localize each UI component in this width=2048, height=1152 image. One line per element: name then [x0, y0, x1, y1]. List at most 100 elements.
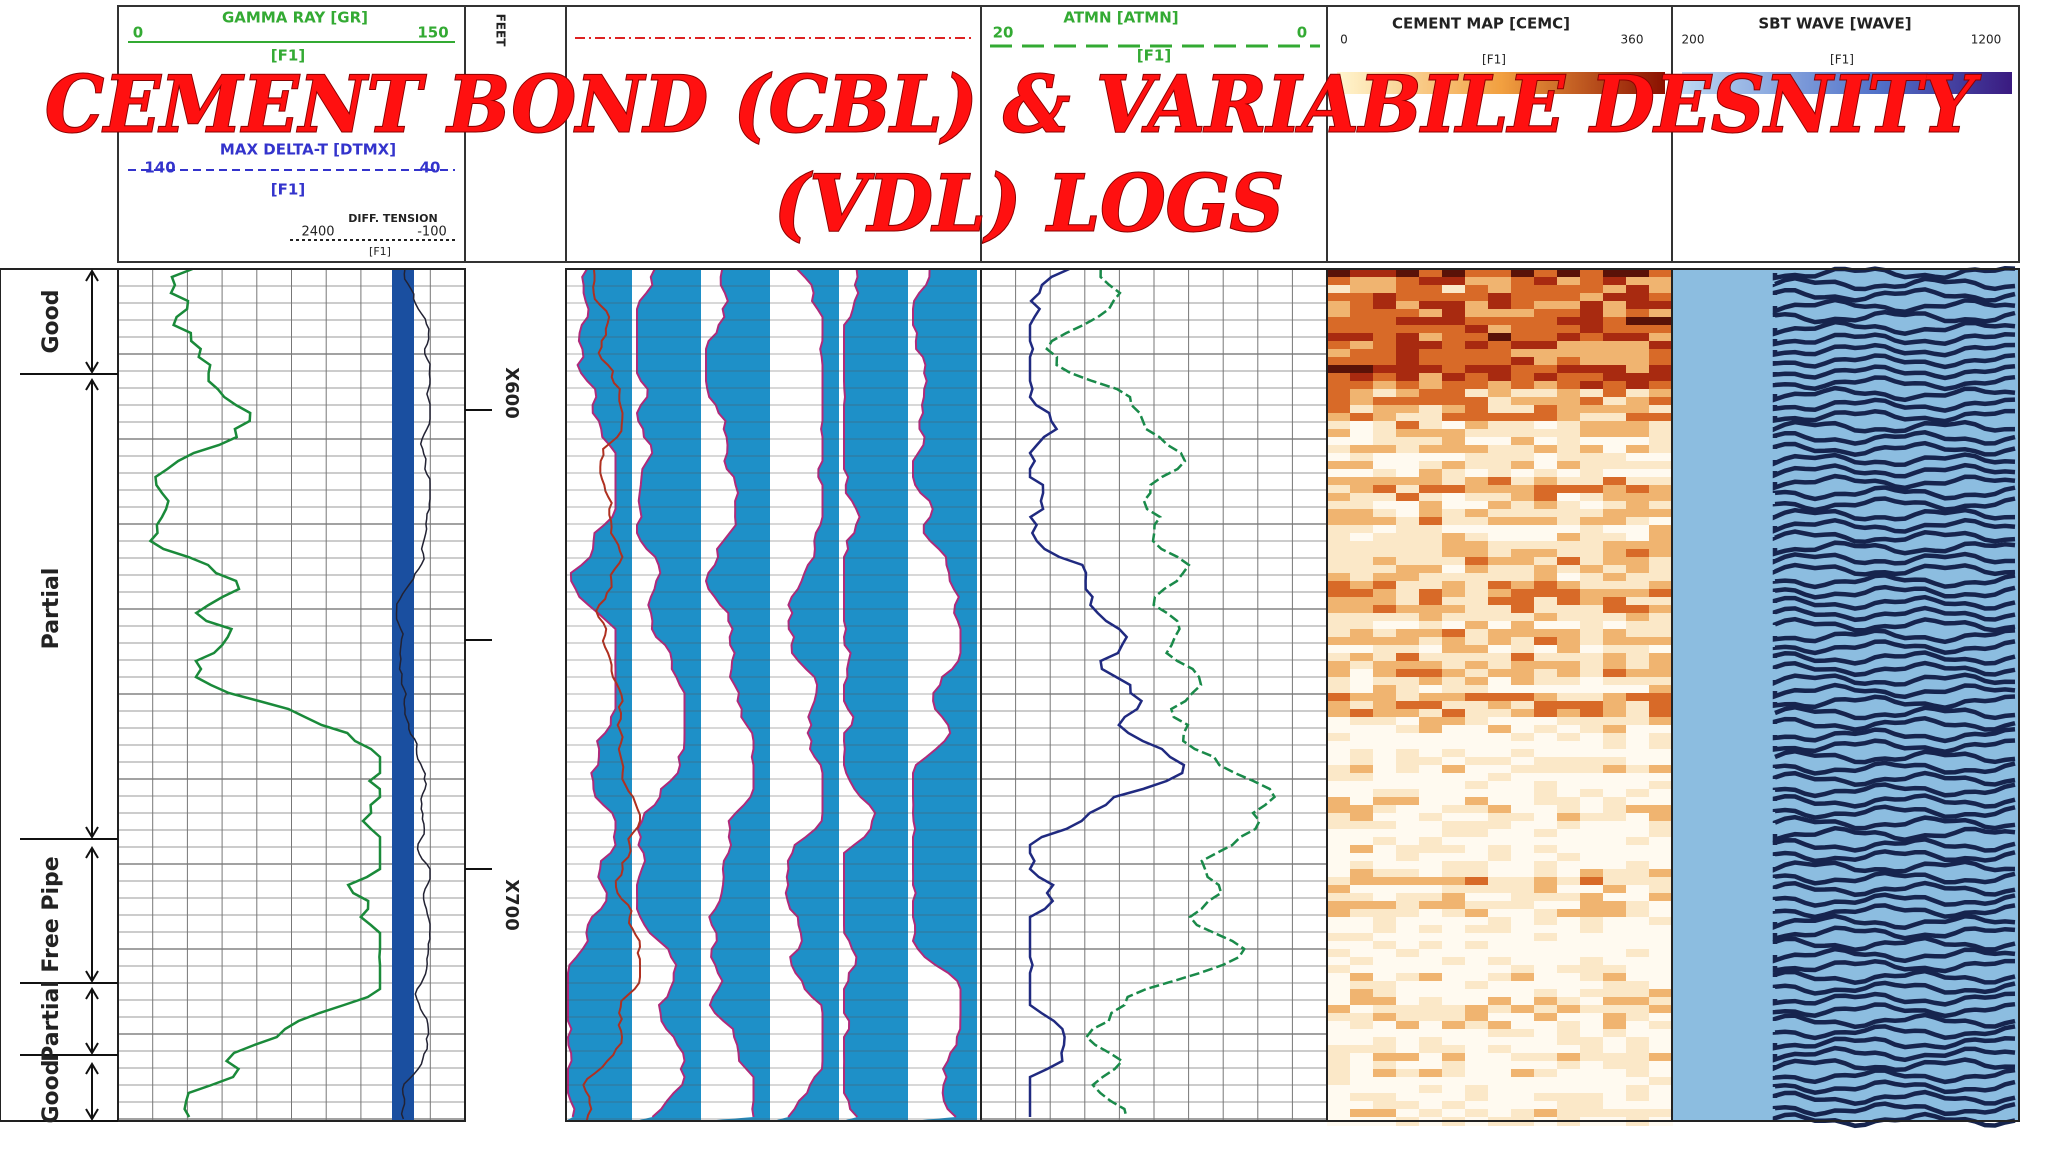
cement-cell [1396, 773, 1420, 782]
cement-cell [1442, 877, 1466, 886]
cement-cell [1557, 981, 1581, 990]
cement-cell [1327, 421, 1351, 430]
wave-stripe [1772, 342, 2016, 358]
cement-cell [1626, 453, 1650, 462]
wave-stripe [1772, 980, 2016, 996]
cement-cell [1488, 445, 1512, 454]
cement-cell [1327, 629, 1351, 638]
cement-cell [1465, 429, 1489, 438]
cement-cell [1488, 557, 1512, 566]
cement-cell [1534, 317, 1558, 326]
cement-cell [1373, 917, 1397, 926]
cement-cell [1442, 1005, 1466, 1014]
cement-cell [1419, 749, 1443, 758]
cement-cell [1511, 517, 1535, 526]
cement-cell [1419, 1069, 1443, 1078]
cement-cell [1465, 973, 1489, 982]
cement-cell [1327, 957, 1351, 966]
cement-cell [1350, 517, 1374, 526]
cement-cell [1419, 517, 1443, 526]
cement-cell [1580, 413, 1604, 422]
cement-cell [1350, 893, 1374, 902]
title-line-2: (VDL) LOGS [774, 159, 1284, 250]
cement-cell [1557, 837, 1581, 846]
wave-stripe [1772, 440, 2016, 457]
cement-cell [1580, 629, 1604, 638]
cement-cell [1534, 1037, 1558, 1046]
cement-cell [1557, 853, 1581, 862]
cement-cell [1396, 1077, 1420, 1086]
cement-cell [1488, 293, 1512, 302]
cement-cell [1373, 445, 1397, 454]
cement-cell [1511, 853, 1535, 862]
cement-cell [1649, 765, 1673, 774]
cement-cell [1350, 413, 1374, 422]
cement-cell [1649, 813, 1673, 822]
cement-cell [1557, 901, 1581, 910]
cement-cell [1626, 781, 1650, 790]
cement-cell [1534, 901, 1558, 910]
cement-cell [1511, 861, 1535, 870]
cement-cell [1419, 677, 1443, 686]
cement-cell [1442, 717, 1466, 726]
cement-cell [1534, 941, 1558, 950]
wave-stripe [1772, 605, 2016, 623]
cement-cell [1327, 965, 1351, 974]
cement-cell [1373, 397, 1397, 406]
cement-cell [1626, 421, 1650, 430]
cement-cell [1465, 301, 1489, 310]
cement-cell [1511, 1037, 1535, 1046]
cement-cell [1557, 285, 1581, 294]
cement-cell [1511, 685, 1535, 694]
cement-cell [1442, 285, 1466, 294]
cement-cell [1396, 581, 1420, 590]
cement-cell [1350, 757, 1374, 766]
cement-cell [1442, 461, 1466, 470]
cement-cell [1419, 685, 1443, 694]
cement-cell [1626, 1053, 1650, 1062]
cement-cell [1488, 581, 1512, 590]
wave-stripe [1772, 727, 2016, 744]
cement-cell [1626, 389, 1650, 398]
cement-cell [1442, 613, 1466, 622]
cement-cell [1511, 941, 1535, 950]
cement-cell [1350, 869, 1374, 878]
cement-cell [1511, 1029, 1535, 1038]
cement-cell [1442, 1069, 1466, 1078]
cement-cell [1350, 533, 1374, 542]
depth-label: X600 [501, 367, 522, 418]
cement-cell [1373, 437, 1397, 446]
gr-name: GAMMA RAY [GR] [222, 9, 368, 27]
cement-cell [1465, 901, 1489, 910]
wave-stripe [1772, 694, 2016, 710]
wave-stripe [1772, 1024, 2016, 1041]
cement-cell [1626, 429, 1650, 438]
cement-cell [1419, 381, 1443, 390]
cement-cell [1557, 565, 1581, 574]
cement-cell [1580, 1093, 1604, 1102]
cement-cell [1396, 701, 1420, 710]
cement-cell [1534, 909, 1558, 918]
cement-cell [1603, 821, 1627, 830]
cement-cell [1488, 469, 1512, 478]
cement-cell [1603, 501, 1627, 510]
cement-cell [1488, 813, 1512, 822]
cement-cell [1442, 637, 1466, 646]
cement-cell [1603, 397, 1627, 406]
tension-name: DIFF. TENSION [348, 212, 437, 225]
cement-cell [1557, 333, 1581, 342]
cement-cell [1373, 613, 1397, 622]
cement-cell [1511, 509, 1535, 518]
zone-label: Free Pipe [39, 856, 64, 972]
cement-cell [1649, 349, 1673, 358]
cement-cell [1580, 797, 1604, 806]
cement-cell [1396, 333, 1420, 342]
cement-cell [1488, 1093, 1512, 1102]
cement-cell [1465, 925, 1489, 934]
cement-cell [1557, 749, 1581, 758]
cement-cell [1465, 749, 1489, 758]
cement-cell [1419, 757, 1443, 766]
cement-cell [1580, 685, 1604, 694]
cement-cell [1350, 373, 1374, 382]
cement-cell [1649, 973, 1673, 982]
